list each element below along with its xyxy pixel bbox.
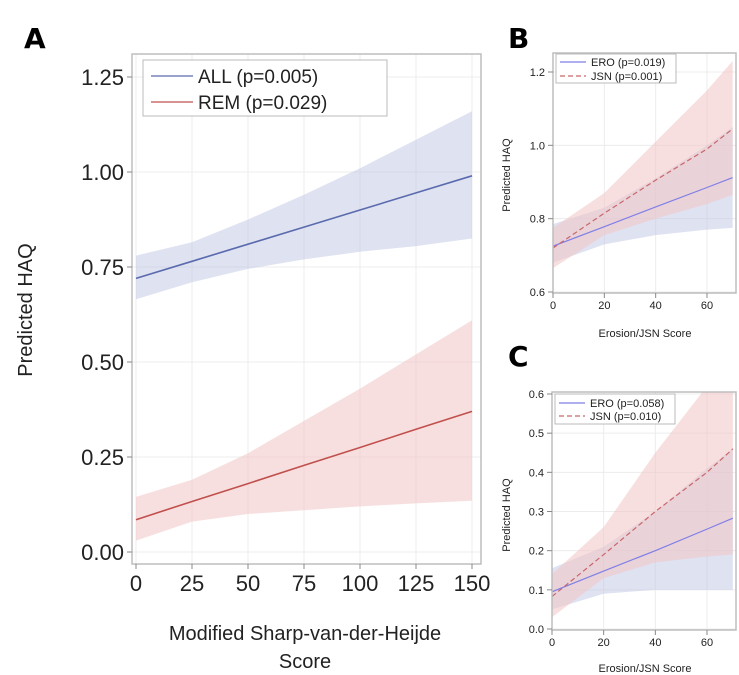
legend-box	[554, 393, 676, 425]
x-tick-label: 125	[398, 571, 435, 596]
y-tick-label: 1.25	[81, 65, 124, 90]
y-tick-label: 0.5	[529, 428, 544, 440]
legend-label: JSN (p=0.010)	[590, 411, 661, 423]
y-tick-label: 0.8	[530, 214, 545, 226]
x-tick-label: 60	[701, 637, 713, 649]
panel-label-c: C	[508, 340, 529, 373]
legend-label: JSN (p=0.001)	[591, 71, 662, 83]
x-axis-title: Modified Sharp-van-der-Heijde	[169, 623, 441, 645]
panel-a: 0 25 50 75 100 125 150 0.00 0.25 0.50 0.75 1.00 1.25…	[15, 53, 491, 673]
x-tick-label: 0	[549, 637, 555, 649]
y-axis-title: Predicted HAQ	[15, 243, 37, 376]
confidence-band	[552, 392, 733, 618]
legend-label: ERO (p=0.019)	[591, 57, 665, 69]
series-line	[552, 517, 734, 593]
x-tick-label: 0	[550, 300, 556, 312]
y-tick-label: 0.6	[529, 389, 544, 401]
y-tick-label: 0.2	[529, 546, 544, 558]
x-tick-label: 150	[454, 571, 491, 596]
series-line	[553, 177, 733, 247]
panel-b: 0 20 40 60 0.6 0.8 1.0 1.2 Predicted HAQ Erosion/…	[501, 52, 737, 340]
y-tick-label: 1.00	[81, 160, 124, 185]
legend-box	[142, 59, 388, 117]
x-tick-label: 75	[292, 571, 316, 596]
legend-label: REM (p=0.029)	[198, 93, 327, 114]
confidence-band	[136, 320, 472, 541]
y-tick-label: 1.0	[530, 140, 545, 152]
legend-box	[555, 53, 677, 84]
plot-frame	[552, 52, 737, 294]
y-tick-label: 0.0	[529, 624, 544, 636]
x-tick-label: 50	[236, 571, 260, 596]
x-tick-label: 60	[701, 300, 713, 312]
y-tick-label: 0.6	[530, 287, 545, 299]
series-line	[552, 448, 734, 597]
plot-frame	[131, 53, 482, 565]
x-axis-title: Erosion/JSN Score	[599, 663, 692, 675]
panel-label-b: B	[508, 22, 530, 55]
x-tick-label: 25	[180, 571, 204, 596]
x-axis-title: Score	[279, 651, 331, 673]
series-line	[135, 175, 473, 280]
x-tick-label: 0	[130, 571, 142, 596]
legend-label: ERO (p=0.058)	[590, 398, 664, 410]
series-line	[135, 410, 473, 521]
x-tick-label: 100	[342, 571, 379, 596]
x-axis-title: Erosion/JSN Score	[599, 328, 692, 340]
y-axis-title: Predicted HAQ	[501, 478, 513, 552]
panel-label-a: A	[24, 22, 46, 55]
y-tick-label: 0.50	[81, 350, 124, 375]
legend: ALL (p=0.005) REM (p=0.029)	[142, 59, 388, 117]
y-axis-title: Predicted HAQ	[501, 138, 513, 212]
y-tick-label: 0.25	[81, 445, 124, 470]
plot-area	[135, 111, 473, 541]
y-tick-label: 0.4	[529, 467, 544, 479]
panel-c: 0 20 40 60 0.0 0.1 0.2 0.3 0.4 0.5 0.6 Predicted HA…	[501, 389, 737, 675]
y-tick-label: 0.3	[529, 506, 544, 518]
legend-label: ALL (p=0.005)	[198, 67, 318, 88]
plot-area	[552, 392, 734, 618]
x-tick-label: 40	[649, 637, 661, 649]
confidence-band	[553, 61, 733, 269]
y-tick-label: 0.75	[81, 255, 124, 280]
plot-area	[553, 61, 734, 269]
x-tick-label: 20	[598, 300, 610, 312]
y-tick-label: 0.1	[529, 585, 544, 597]
legend: ERO (p=0.019) JSN (p=0.001)	[555, 53, 677, 84]
x-tick-label: 20	[598, 637, 610, 649]
y-tick-label: 0.00	[81, 540, 124, 565]
x-tick-label: 40	[650, 300, 662, 312]
legend: ERO (p=0.058)JSN (p=0.010)	[554, 393, 676, 425]
y-tick-label: 1.2	[530, 67, 545, 79]
series-line	[553, 128, 734, 249]
